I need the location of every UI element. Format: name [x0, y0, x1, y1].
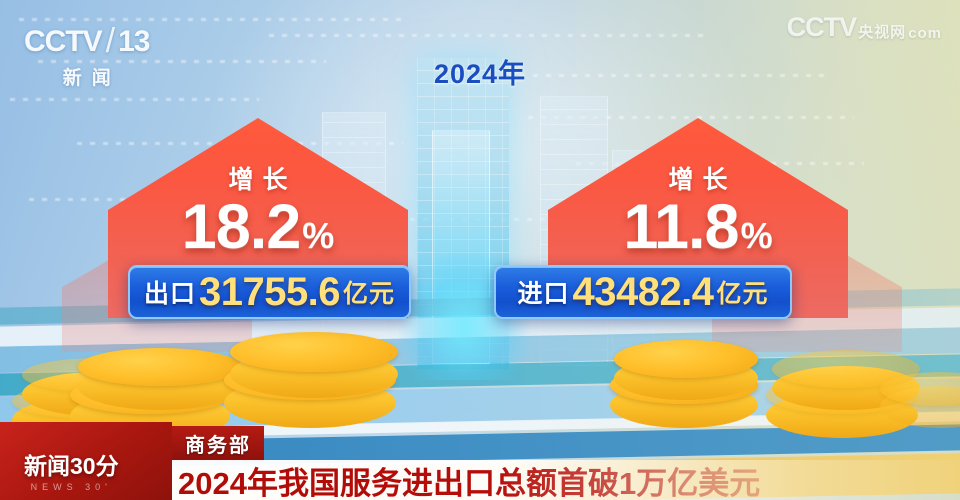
source-tag-wrap: 商务部 — [172, 426, 264, 462]
program-title-en: NEWS 30' — [30, 482, 112, 492]
growth-label-right: 增长 — [668, 166, 737, 194]
export-value: 31755.6 — [198, 269, 341, 314]
watermark-suffix: com — [908, 25, 942, 42]
export-unit: 亿元 — [343, 280, 396, 308]
import-label: 进口 — [517, 280, 570, 308]
watermark-cn: 央视网 — [858, 24, 907, 41]
export-value-plate: 出口 31755.6 亿元 — [128, 265, 411, 319]
site-watermark: CCTV 央视网 com — [787, 12, 942, 43]
lower-third: 新闻30分 NEWS 30' 商务部 2024年我国服务进出口总额首破1万亿美元 — [0, 422, 960, 500]
import-unit: 亿元 — [716, 280, 769, 308]
headline-text: 2024年我国服务进出口总额首破1万亿美元 — [172, 458, 760, 500]
source-tag: 商务部 — [172, 426, 264, 462]
channel-logo-brand: CCTV — [24, 24, 103, 58]
channel-logo-subtitle: 新闻 — [62, 68, 121, 89]
export-label: 出口 — [143, 280, 196, 308]
watermark-brand: CCTV — [786, 12, 857, 42]
program-logo: 新闻30分 NEWS 30' — [24, 447, 119, 492]
growth-value-right: 11.8 — [623, 192, 739, 262]
channel-logo: CCTV / 13 新闻 — [24, 22, 151, 90]
lower-third-red-panel — [0, 422, 172, 500]
import-value-plate: 进口 43482.4 亿元 — [494, 265, 792, 319]
percent-symbol-left: % — [302, 215, 335, 256]
channel-logo-number: 13 — [118, 24, 150, 58]
year-label: 2024年 — [433, 59, 527, 89]
program-title-cn: 新闻30分 — [24, 453, 119, 479]
growth-label-left: 增长 — [228, 166, 297, 194]
headline-bar: 2024年我国服务进出口总额首破1万亿美元 — [172, 460, 960, 500]
import-value: 43482.4 — [572, 269, 714, 314]
growth-value-left: 18.2 — [181, 192, 302, 262]
channel-logo-slash-icon: / — [105, 22, 116, 60]
percent-symbol-right: % — [740, 215, 773, 256]
